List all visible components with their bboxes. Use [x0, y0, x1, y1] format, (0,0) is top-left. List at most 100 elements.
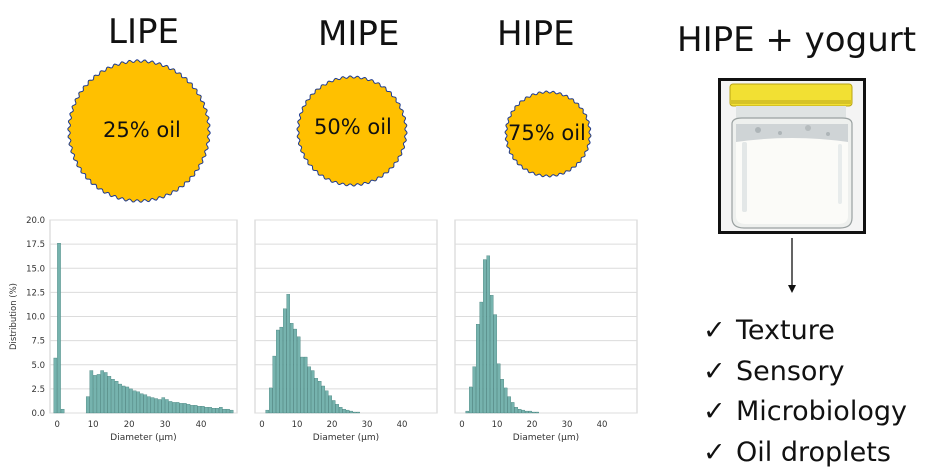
histogram-bar [300, 356, 304, 414]
histogram-bar [269, 387, 273, 414]
histogram-bar [219, 407, 223, 414]
checkmark-icon: ✓ [703, 436, 726, 468]
histogram-bar [215, 408, 219, 414]
histogram-bar [103, 372, 108, 414]
histogram-bar [525, 410, 529, 414]
histogram-bar [314, 378, 318, 414]
histogram-bar [283, 308, 287, 414]
x-tick-label: 40 [597, 420, 608, 430]
histogram-bar [183, 403, 187, 414]
y-tick-label: 7.5 [31, 337, 45, 347]
histogram-bar [60, 408, 65, 414]
histogram-bar [325, 390, 329, 414]
mipe-oil-label: 50% oil [314, 115, 392, 139]
histogram-bar [521, 409, 525, 414]
checklist-item-label: Sensory [736, 355, 845, 387]
histogram-bar [226, 408, 230, 414]
histogram-bar [85, 396, 90, 414]
histogram-bar [265, 409, 269, 414]
histogram-bar [342, 408, 346, 414]
histogram-bar [328, 395, 332, 414]
histogram-bar [332, 400, 336, 414]
histogram-bar [286, 294, 290, 414]
x-tick-label: 0 [459, 420, 464, 430]
histogram-bar [528, 410, 532, 414]
histogram-bar [121, 385, 126, 414]
histogram-bar [311, 370, 315, 414]
checklist-item-label: Oil droplets [736, 436, 891, 468]
histogram-bar [193, 405, 198, 414]
x-tick-label: 40 [196, 420, 207, 430]
lipe-distribution-chart: 0.0 2.5 5.0 7.5 10.0 12.5 15.0 17.5 20.0 Distribu… [9, 216, 238, 443]
checklist-item-label: Texture [736, 315, 835, 346]
histogram-bar [493, 314, 497, 414]
histogram-bar [175, 402, 180, 414]
histogram-bar [518, 408, 522, 414]
histogram-bar [307, 366, 311, 414]
histogram-bar [304, 356, 308, 414]
x-tick-label: 30 [562, 420, 573, 430]
checklist-item-label: Microbiology [736, 396, 907, 427]
histogram-bar [186, 404, 191, 414]
x-tick-label: 30 [362, 420, 373, 430]
histogram-bar [201, 406, 205, 414]
histogram-bar [356, 411, 360, 414]
histogram-bar [208, 407, 212, 414]
histogram-bar [150, 397, 155, 414]
x-tick-label: 10 [292, 420, 303, 430]
histogram-bar [111, 379, 115, 414]
lipe-oil-label: 25% oil [103, 118, 181, 142]
histogram-bar [161, 397, 166, 414]
checkmark-icon: ✓ [703, 396, 726, 427]
histogram-bar [204, 407, 209, 414]
mipe-distribution-chart: 0 10 20 30 40 Diameter (µm) [254, 219, 438, 443]
histogram-bar [507, 396, 511, 414]
y-tick-label: 12.5 [26, 288, 45, 298]
x-tick-label: 0 [54, 420, 59, 430]
histogram-bar [165, 399, 169, 414]
histogram-bar [96, 374, 101, 414]
histogram-bar [465, 410, 469, 414]
checklist-item: ✓ Microbiology [703, 392, 907, 433]
histogram-bar [476, 324, 480, 414]
histogram-bar [290, 323, 294, 414]
x-tick-label: 40 [397, 420, 408, 430]
hipe-distribution-chart: 0 10 20 30 40 Diameter (µm) [454, 219, 638, 443]
histogram-bar [157, 399, 162, 414]
mipe-title: MIPE [318, 14, 400, 54]
histogram-bar [483, 259, 487, 414]
x-tick-label: 20 [527, 420, 538, 430]
y-axis-label: Distribution (%) [9, 283, 19, 350]
hipe-title: HIPE [497, 14, 575, 54]
histogram-bar [353, 411, 357, 414]
histogram-bar [293, 328, 297, 414]
checkmark-icon: ✓ [703, 355, 726, 387]
x-axis-label: Diameter (µm) [110, 433, 176, 443]
x-tick-label: 0 [259, 420, 264, 430]
hipe-yogurt-title: HIPE + yogurt [677, 20, 917, 60]
histogram-bar [143, 394, 148, 414]
histogram-bar [197, 406, 202, 414]
checklist-item: ✓ Texture [703, 311, 907, 352]
x-tick-label: 20 [124, 420, 135, 430]
y-tick-label: 15.0 [26, 264, 45, 274]
x-axis-label: Diameter (µm) [513, 433, 579, 443]
y-tick-label: 5.0 [31, 361, 45, 371]
histogram-bar [125, 386, 130, 414]
histogram-bar [100, 370, 104, 414]
y-tick-label: 17.5 [26, 240, 45, 250]
histogram-bar [172, 402, 176, 414]
histogram-bar [500, 379, 504, 414]
histogram-bar [89, 370, 94, 414]
histogram-bar [272, 355, 276, 414]
checklist-item: ✓ Oil droplets [703, 433, 907, 473]
histogram-bar [486, 255, 490, 414]
mipe-droplet [296, 75, 408, 187]
histogram-bar [107, 376, 112, 414]
histogram-bar [490, 295, 494, 414]
y-tick-label: 2.5 [31, 385, 45, 395]
histogram-bar [179, 403, 184, 414]
histogram-bar [53, 357, 58, 414]
x-tick-label: 20 [327, 420, 338, 430]
